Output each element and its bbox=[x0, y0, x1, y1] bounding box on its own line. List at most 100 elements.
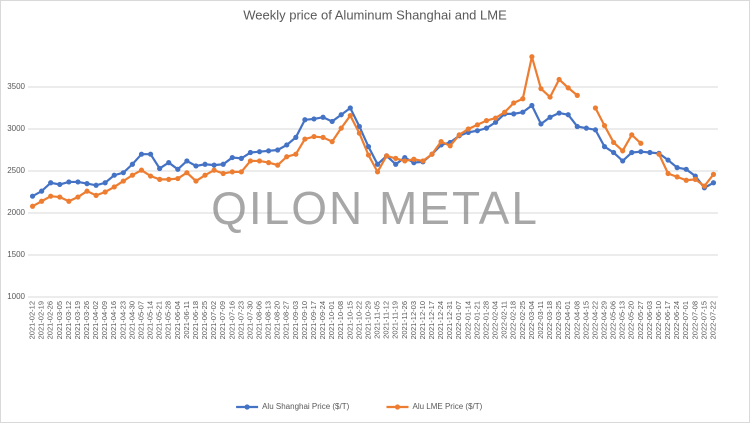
data-point bbox=[211, 162, 217, 168]
data-point bbox=[184, 170, 190, 176]
data-point bbox=[629, 132, 635, 138]
data-point bbox=[138, 167, 145, 173]
x-tick-label: 2021-06-11 bbox=[182, 301, 191, 339]
x-tick-label: 2022-06-10 bbox=[654, 301, 663, 339]
x-tick-label: 2021-08-27 bbox=[282, 301, 291, 339]
data-point bbox=[574, 92, 580, 98]
data-point bbox=[665, 157, 671, 163]
x-tick-label: 2021-09-10 bbox=[300, 301, 309, 339]
data-point bbox=[311, 133, 317, 140]
x-tick-label: 2021-12-24 bbox=[436, 301, 445, 339]
data-point bbox=[420, 158, 426, 164]
x-tick-label: 2022-03-04 bbox=[527, 301, 536, 339]
data-point bbox=[84, 181, 90, 187]
data-point bbox=[665, 170, 671, 177]
x-tick-label: 2021-10-01 bbox=[327, 301, 336, 339]
data-point bbox=[347, 112, 353, 119]
x-tick-label: 2021-03-12 bbox=[64, 301, 73, 339]
legend-label: Alu LME Price ($/T) bbox=[413, 402, 483, 411]
x-tick-label: 2021-07-30 bbox=[245, 301, 254, 339]
x-tick-label: 2022-06-03 bbox=[645, 301, 654, 339]
data-point bbox=[556, 110, 562, 116]
data-point bbox=[202, 172, 208, 178]
data-point bbox=[111, 172, 117, 178]
x-tick-label: 2021-09-03 bbox=[291, 301, 300, 339]
data-point bbox=[592, 127, 599, 133]
x-tick-label: 2022-03-11 bbox=[536, 301, 545, 339]
data-point bbox=[438, 139, 444, 145]
data-point bbox=[166, 176, 172, 182]
data-point bbox=[175, 166, 181, 172]
data-point bbox=[710, 180, 717, 186]
data-point bbox=[166, 160, 172, 166]
data-point bbox=[129, 161, 136, 167]
x-tick-label: 2021-11-19 bbox=[391, 301, 400, 339]
data-point bbox=[75, 194, 81, 200]
data-point bbox=[365, 152, 372, 158]
data-point bbox=[393, 161, 399, 167]
data-point bbox=[483, 118, 490, 124]
x-tick-label: 2022-07-22 bbox=[708, 301, 717, 339]
data-point bbox=[429, 151, 435, 157]
x-tick-label: 2021-05-28 bbox=[164, 301, 173, 339]
x-tick-label: 2021-05-14 bbox=[146, 301, 155, 339]
data-point bbox=[683, 166, 689, 172]
data-point bbox=[329, 118, 335, 125]
x-tick-label: 2021-05-07 bbox=[136, 301, 145, 339]
data-point bbox=[48, 180, 54, 186]
data-point bbox=[93, 192, 99, 198]
x-tick-label: 2021-12-03 bbox=[409, 301, 418, 339]
data-point bbox=[656, 151, 662, 157]
x-tick-label: 2022-07-08 bbox=[690, 301, 699, 339]
x-tick-label: 2021-06-18 bbox=[191, 301, 200, 339]
data-point bbox=[102, 180, 108, 186]
x-tick-label: 2021-08-13 bbox=[264, 301, 273, 339]
x-tick-label: 2021-04-09 bbox=[100, 301, 109, 339]
x-tick-label: 2021-03-19 bbox=[73, 301, 82, 339]
data-point bbox=[601, 144, 608, 150]
data-point bbox=[147, 173, 154, 179]
legend-marker bbox=[244, 404, 250, 410]
data-point bbox=[320, 114, 326, 120]
data-point bbox=[520, 96, 526, 102]
data-point bbox=[293, 151, 299, 157]
data-point bbox=[492, 115, 499, 121]
data-point bbox=[275, 147, 281, 153]
x-tick-label: 2022-04-01 bbox=[563, 301, 572, 339]
data-point bbox=[674, 165, 680, 171]
data-point bbox=[447, 143, 453, 149]
data-point bbox=[520, 109, 526, 115]
data-point bbox=[556, 76, 562, 83]
data-point bbox=[629, 149, 635, 156]
x-tick-label: 2021-08-06 bbox=[254, 301, 263, 339]
data-point bbox=[610, 149, 617, 156]
data-point bbox=[238, 169, 244, 175]
y-tick-label: 1500 bbox=[7, 250, 25, 259]
x-tick-label: 2022-07-01 bbox=[681, 301, 690, 339]
data-point bbox=[284, 142, 290, 148]
data-point bbox=[302, 117, 308, 123]
data-point bbox=[256, 149, 263, 155]
x-tick-label: 2021-11-12 bbox=[382, 301, 391, 339]
x-tick-label: 2021-02-19 bbox=[37, 301, 46, 339]
data-point bbox=[93, 182, 99, 188]
x-tick-label: 2022-07-15 bbox=[699, 301, 708, 339]
data-point bbox=[120, 170, 126, 176]
data-point bbox=[238, 155, 244, 161]
data-point bbox=[39, 188, 45, 194]
data-point bbox=[48, 193, 54, 199]
data-point bbox=[66, 179, 72, 185]
data-point bbox=[620, 148, 626, 154]
data-point bbox=[620, 158, 626, 164]
x-tick-label: 2022-02-25 bbox=[518, 301, 527, 339]
x-tick-label: 2022-06-17 bbox=[663, 301, 672, 339]
data-point bbox=[674, 174, 680, 180]
x-tick-label: 2022-04-29 bbox=[599, 301, 608, 339]
data-point bbox=[511, 111, 517, 117]
data-point bbox=[529, 102, 535, 109]
data-point bbox=[229, 154, 235, 161]
data-point bbox=[29, 193, 36, 199]
x-tick-label: 2021-03-05 bbox=[55, 301, 64, 339]
data-point bbox=[220, 161, 226, 167]
